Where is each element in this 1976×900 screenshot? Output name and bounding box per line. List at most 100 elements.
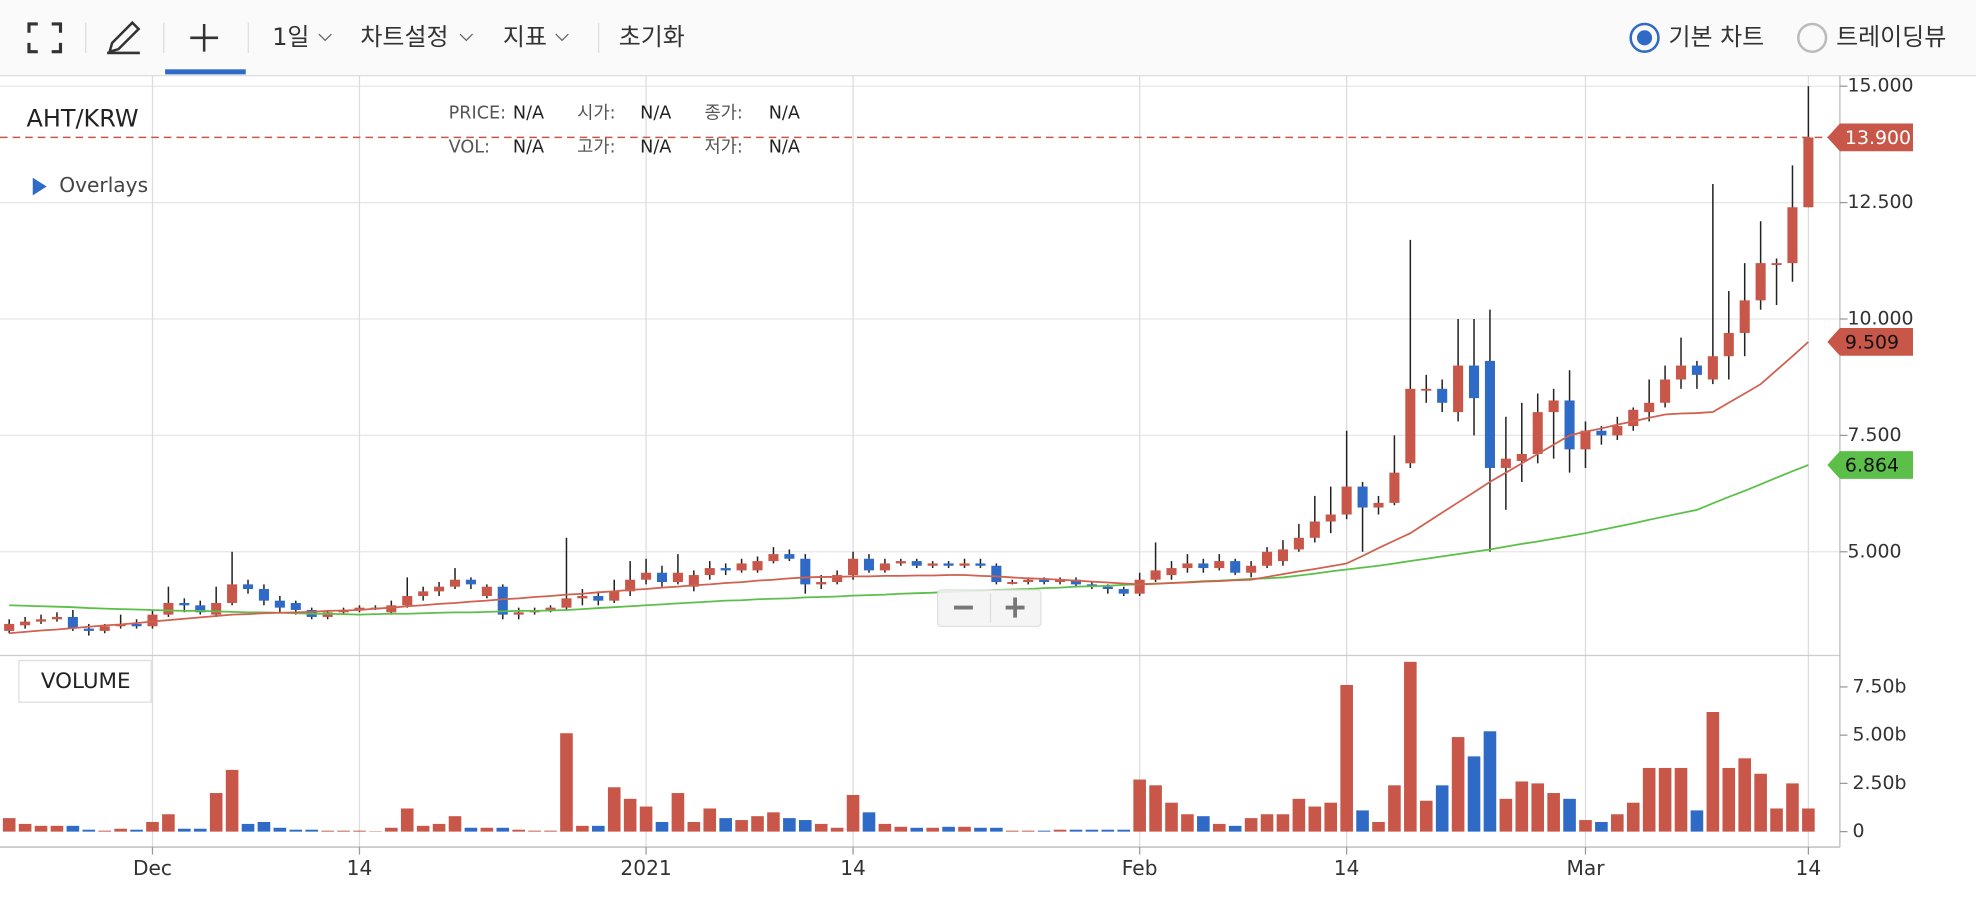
volume-bar <box>671 793 685 832</box>
volume-bar <box>1372 821 1385 832</box>
volume-bar <box>990 827 1003 832</box>
candle-body <box>1373 502 1384 508</box>
volume-bar <box>1165 802 1178 832</box>
fullscreen-icon[interactable] <box>27 22 63 54</box>
radio-selected[interactable] <box>1629 22 1660 53</box>
candle-body <box>1723 332 1734 357</box>
volume-bar <box>1340 684 1353 832</box>
candle-body <box>720 568 731 571</box>
price-tag <box>1827 123 1913 152</box>
volume-bar <box>926 827 939 832</box>
candle-body <box>688 575 699 587</box>
y-tick-label: 7.500 <box>1847 424 1901 446</box>
volume-bar <box>1642 767 1656 832</box>
zoom-control[interactable] <box>936 589 1042 628</box>
candle-body <box>83 628 94 631</box>
candle-body <box>449 579 461 587</box>
volume-bar <box>1133 779 1146 832</box>
volume-bar <box>1308 806 1322 832</box>
mode-basic[interactable]: 기본 차트 <box>1669 23 1765 51</box>
volume-bar <box>1499 798 1513 832</box>
candle-body <box>1261 551 1273 566</box>
candle-body <box>322 612 333 617</box>
volume-bar <box>1419 800 1433 832</box>
settings-menu[interactable]: 차트설정 <box>360 23 448 51</box>
candle-body <box>1341 486 1352 515</box>
volume-bar <box>1738 758 1752 832</box>
volume-bar <box>974 827 987 832</box>
candle-body <box>1421 388 1432 391</box>
volume-bar <box>544 830 557 832</box>
volume-bar <box>385 827 398 832</box>
symbol: AHT/KRW <box>26 105 138 133</box>
volume-bar <box>1802 808 1815 832</box>
info-value: N/A <box>640 137 671 157</box>
volume-bar <box>1690 810 1704 832</box>
volume-bar <box>655 821 669 832</box>
volume-bar <box>814 823 828 832</box>
candle-body <box>1246 565 1257 573</box>
candle-body <box>1612 426 1623 436</box>
candle-body <box>1787 207 1798 264</box>
info-key: VOL: <box>449 137 490 157</box>
zoom-in[interactable] <box>1005 597 1025 618</box>
volume-bar <box>225 769 239 832</box>
volume-bar <box>1260 814 1274 832</box>
volume-bar <box>1212 823 1226 832</box>
volume-bar <box>1706 712 1720 832</box>
volume-bar <box>1547 793 1560 832</box>
overlays-toggle[interactable] <box>32 177 47 196</box>
volume-bar <box>798 820 812 832</box>
volume-bar <box>98 830 112 832</box>
volume-bar <box>1404 661 1417 832</box>
candle-body <box>1500 458 1511 468</box>
info-value: N/A <box>769 103 800 123</box>
volume-label-box <box>18 659 152 703</box>
candle-body <box>879 563 890 571</box>
volume-bar <box>18 823 32 832</box>
volume-bar <box>209 793 223 832</box>
candle-body <box>641 572 652 580</box>
volume-bar <box>321 830 334 832</box>
candle-body <box>1691 365 1702 375</box>
volume-bar <box>1069 829 1083 832</box>
radio[interactable] <box>1797 22 1828 53</box>
candle-body <box>577 596 588 599</box>
candle-body <box>1182 563 1193 569</box>
volume-bar <box>1531 783 1545 832</box>
volume-bar <box>464 827 478 832</box>
interval-menu[interactable]: 1일 <box>272 23 309 51</box>
volume-bar <box>82 829 96 832</box>
candle-body <box>768 554 779 562</box>
candle-body <box>51 616 62 620</box>
draw-icon[interactable] <box>107 20 141 55</box>
candle-body <box>1023 579 1034 583</box>
volume-bar <box>878 823 892 832</box>
volume-bar <box>305 829 319 832</box>
candle-body <box>227 584 238 603</box>
candle-body <box>895 561 906 564</box>
reset-button[interactable]: 초기화 <box>619 23 685 51</box>
volume-bar <box>432 823 446 832</box>
candle-body <box>625 579 636 592</box>
volume-bar <box>1101 829 1115 832</box>
overlays-label[interactable]: Overlays <box>59 173 148 197</box>
candle-body <box>736 563 747 571</box>
x-tick-label: 2021 <box>620 856 671 880</box>
volume-bar <box>496 827 510 832</box>
indicators-menu[interactable]: 지표 <box>503 23 547 51</box>
candle-body <box>354 607 365 610</box>
crosshair-icon[interactable] <box>190 23 219 52</box>
info-value: N/A <box>513 137 544 157</box>
candle-body <box>1628 409 1639 427</box>
mode-tradingview[interactable]: 트레이딩뷰 <box>1836 23 1946 51</box>
candle-body <box>832 575 843 583</box>
candle-body <box>1277 549 1289 562</box>
volume-bar <box>146 821 159 832</box>
volume-bar <box>1228 825 1242 832</box>
candle-body <box>434 586 445 592</box>
volume-bar <box>2 818 16 832</box>
volume-bar <box>1786 783 1799 832</box>
volume-bar <box>1181 814 1194 832</box>
volume-bar <box>607 787 621 832</box>
